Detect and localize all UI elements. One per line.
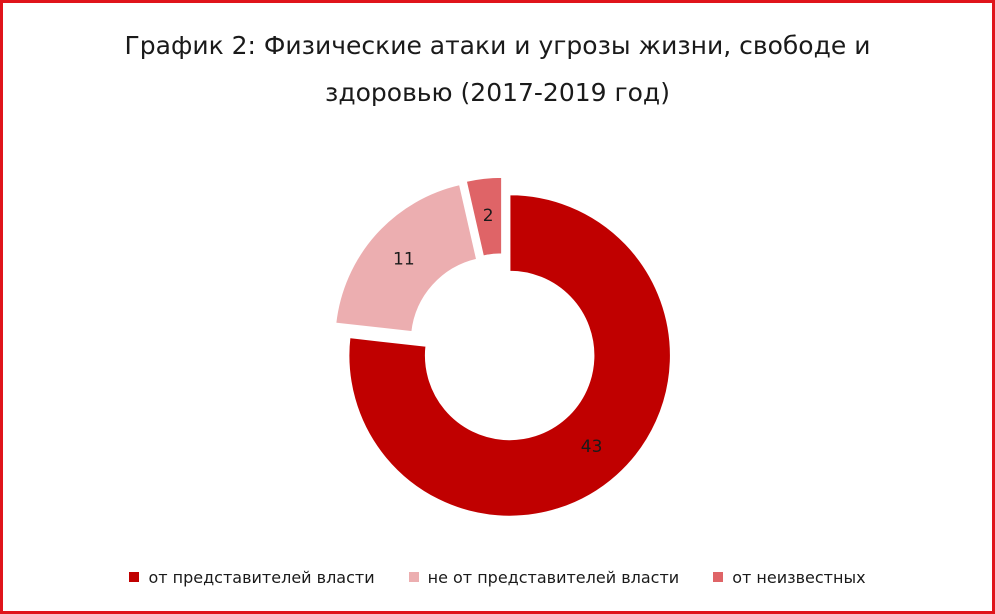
data-label-unknown: 2 — [483, 206, 494, 226]
chart-legend: от представителей власти не от представит… — [0, 564, 995, 590]
chart-title: График 2: Физические атаки и угрозы жизн… — [0, 22, 995, 116]
legend-label-unknown: от неизвестных — [732, 567, 866, 587]
legend-swatch-non-authorities — [408, 572, 419, 582]
legend-swatch-unknown — [713, 572, 724, 582]
data-label-non-authorities: 11 — [393, 249, 415, 269]
legend-label-authorities: от представителей власти — [148, 567, 375, 587]
legend-item-unknown: от неизвестных — [713, 567, 866, 587]
slice-authorities — [347, 193, 672, 518]
data-label-authorities: 43 — [581, 437, 603, 457]
legend-label-non-authorities: не от представителей власти — [427, 567, 680, 587]
chart-title-line-2: здоровью (2017-2019 год) — [325, 78, 670, 107]
legend-item-authorities: от представителей власти — [129, 567, 375, 587]
legend-swatch-authorities — [129, 572, 140, 582]
legend-item-non-authorities: не от представителей власти — [408, 567, 680, 587]
chart-title-line-1: График 2: Физические атаки и угрозы жизн… — [124, 31, 871, 60]
slice-non-authorities — [334, 183, 478, 333]
slice-unknown — [465, 176, 503, 258]
